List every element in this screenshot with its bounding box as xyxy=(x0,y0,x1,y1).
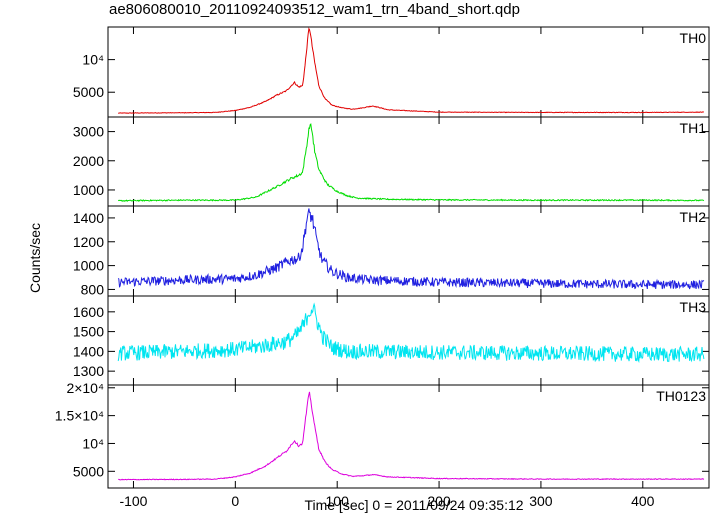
y-tick-label: 10⁴ xyxy=(82,435,104,451)
y-tick-label: 1200 xyxy=(73,234,104,250)
x-tick-label: 300 xyxy=(529,493,553,509)
x-tick-label: -100 xyxy=(119,493,147,509)
panel-label-th1: TH1 xyxy=(680,120,707,136)
panel-frame-th1 xyxy=(107,116,710,207)
y-tick-label: 1400 xyxy=(73,343,104,359)
panel-label-th3: TH3 xyxy=(680,299,707,315)
x-axis-label: Time [sec] 0 = 2011/09/24 09:35:12 xyxy=(304,497,524,513)
y-tick-label: 5000 xyxy=(73,84,104,100)
panel-label-th0: TH0 xyxy=(680,30,707,46)
series-line-th0123 xyxy=(118,391,705,481)
y-tick-label: 3000 xyxy=(73,124,104,140)
series-line-th2 xyxy=(117,208,705,290)
series-line-th0 xyxy=(118,27,704,114)
y-tick-label: 1400 xyxy=(73,210,104,226)
y-tick-label: 1500 xyxy=(73,324,104,340)
y-tick-label: 800 xyxy=(81,281,105,297)
y-tick-label: 1000 xyxy=(73,182,104,198)
x-tick-label: 200 xyxy=(427,493,451,509)
panel-frame-th3 xyxy=(107,295,710,386)
x-tick-label: 400 xyxy=(631,493,655,509)
y-tick-label: 2×10⁴ xyxy=(66,380,104,396)
x-tick-label: 100 xyxy=(326,493,350,509)
y-tick-label: 1600 xyxy=(73,304,104,320)
panel-label-th2: TH2 xyxy=(680,209,707,225)
x-tick-label: 0 xyxy=(231,493,239,509)
panel-label-th0123: TH0123 xyxy=(656,388,706,404)
chart-title: ae806080010_20110924093512_wam1_trn_4ban… xyxy=(109,1,520,18)
panel-frame-th0123 xyxy=(107,384,710,489)
y-tick-label: 2000 xyxy=(73,153,104,169)
y-tick-label: 10⁴ xyxy=(82,52,104,68)
y-tick-label: 1.5×10⁴ xyxy=(55,408,104,424)
y-tick-label: 1000 xyxy=(73,258,104,274)
y-tick-label: 1300 xyxy=(73,363,104,379)
panel-frame-th0 xyxy=(107,26,710,118)
series-line-th3 xyxy=(117,302,705,364)
y-tick-label: 5000 xyxy=(73,463,104,479)
series-line-th1 xyxy=(117,123,705,202)
